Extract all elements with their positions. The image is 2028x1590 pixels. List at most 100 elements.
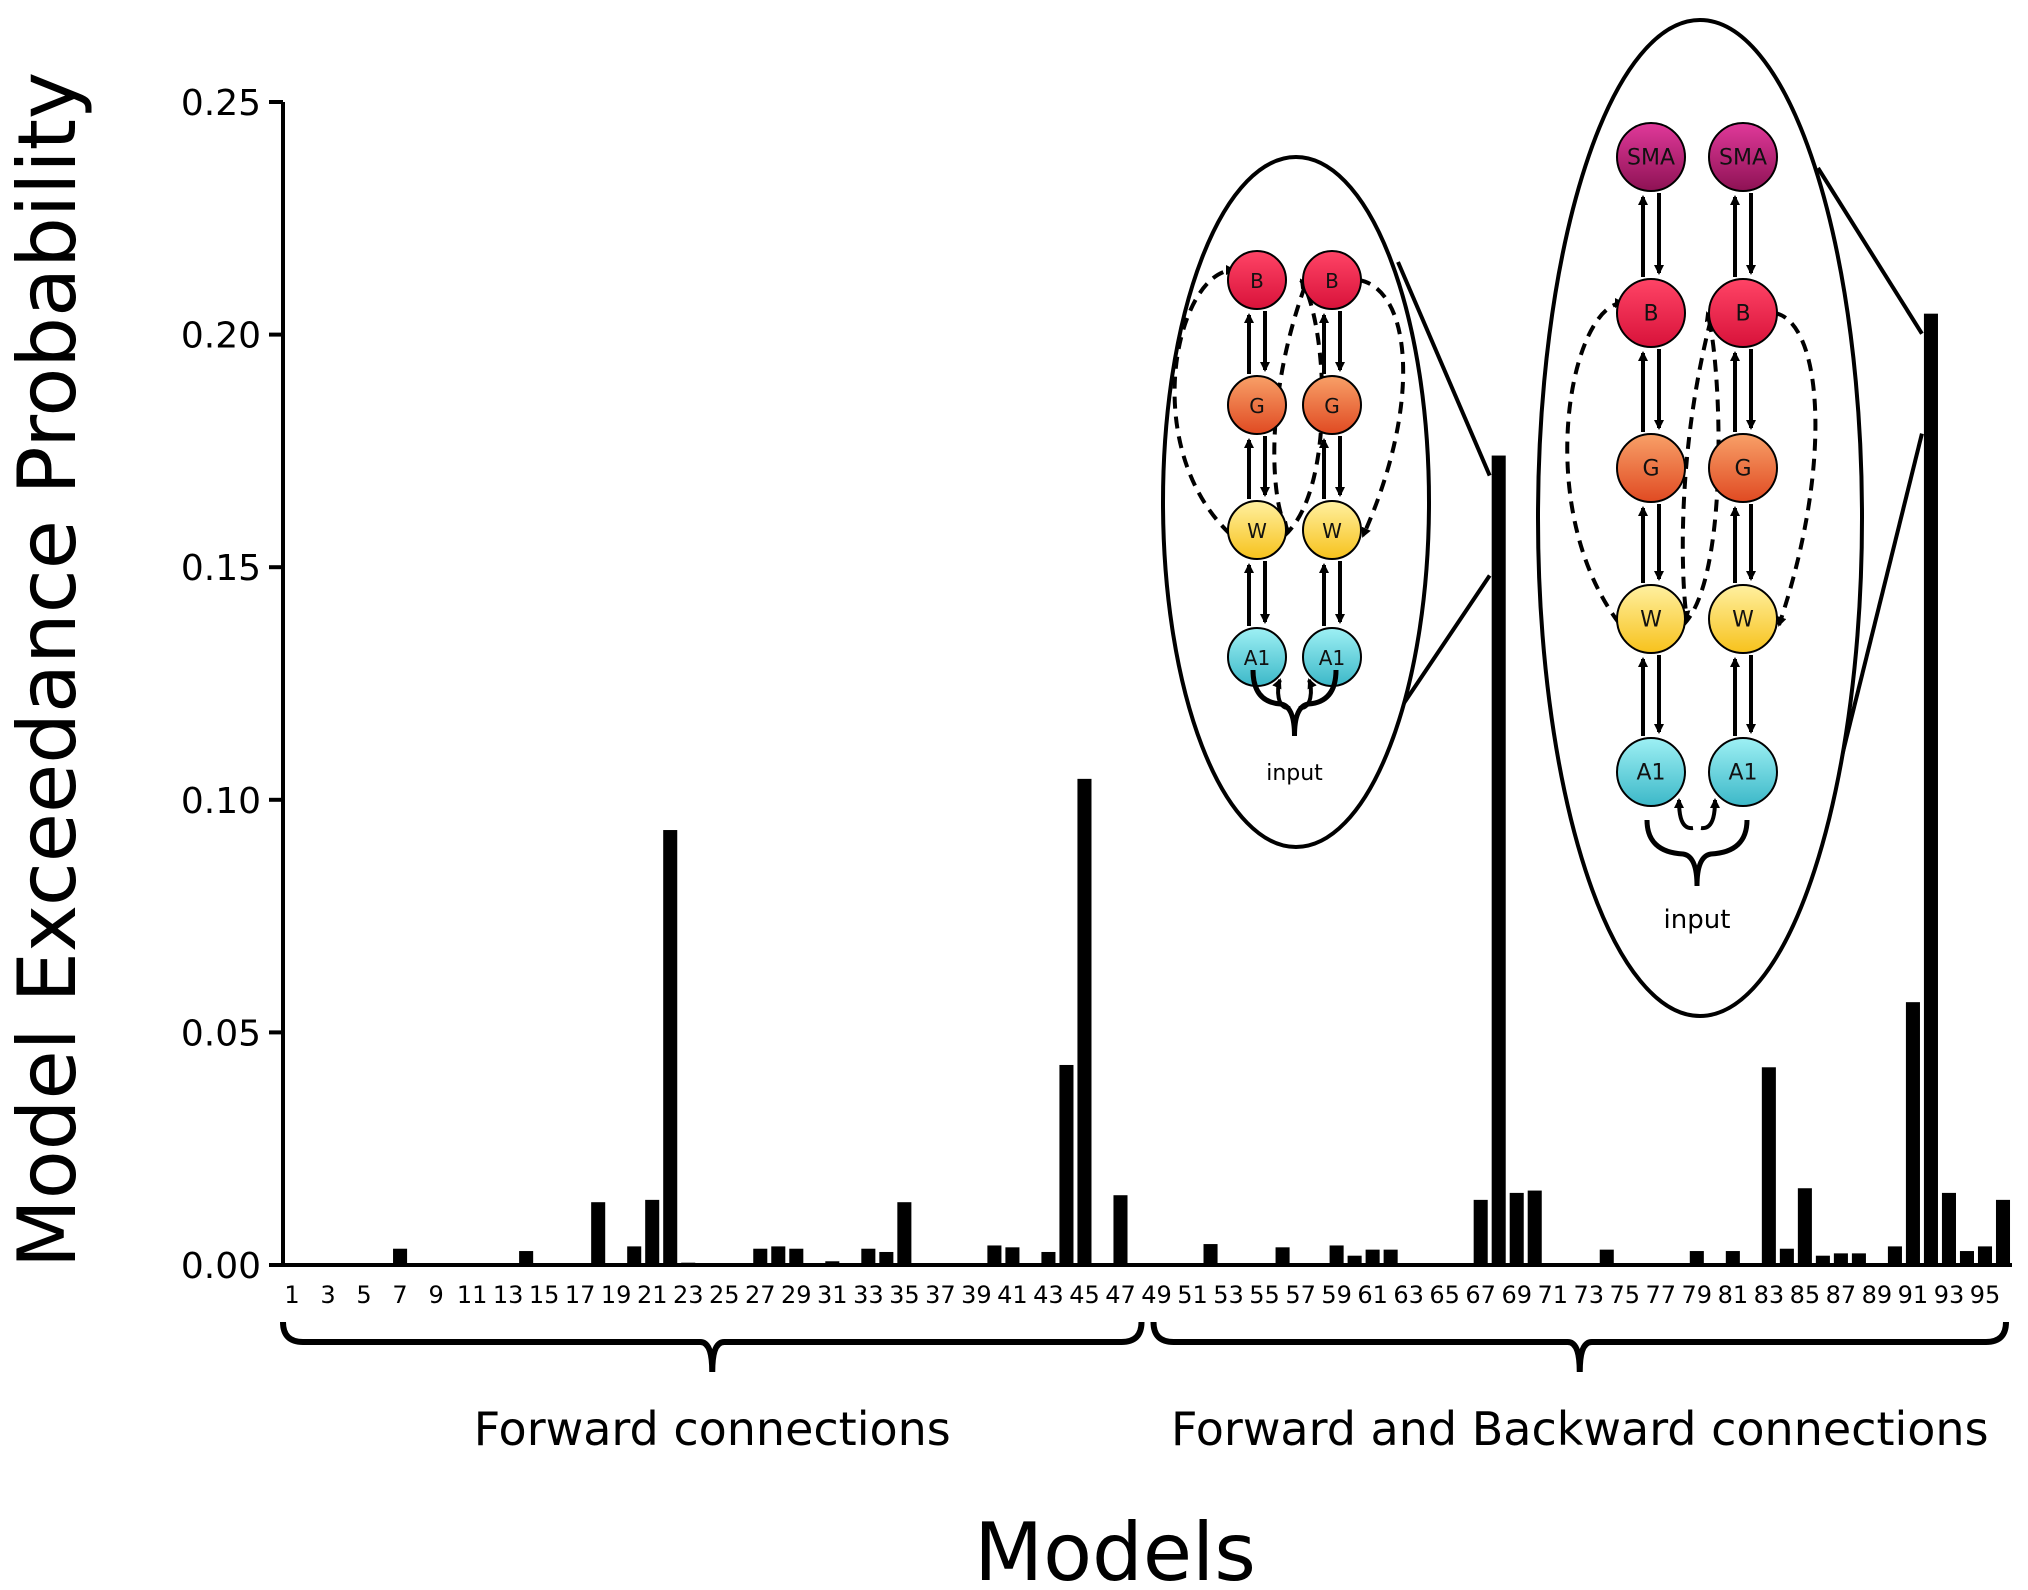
x-tick-label: 53	[1213, 1281, 1244, 1309]
bar	[1383, 1249, 1398, 1265]
node-b	[1616, 278, 1686, 348]
x-tick-label: 47	[1105, 1281, 1136, 1309]
bar	[1059, 1064, 1074, 1265]
x-tick-label: 37	[925, 1281, 956, 1309]
node-g	[1708, 433, 1778, 503]
bar	[861, 1248, 876, 1265]
node-g	[1616, 433, 1686, 503]
inset-ellipse	[1161, 155, 1431, 849]
x-tick-label: 81	[1718, 1281, 1749, 1309]
x-tick-label: 57	[1285, 1281, 1316, 1309]
x-tick-label: 91	[1898, 1281, 1929, 1309]
node-label: G	[1642, 457, 1659, 482]
node-label: B	[1250, 269, 1264, 293]
x-tick-label: 21	[637, 1281, 668, 1309]
x-tick-label: 89	[1862, 1281, 1893, 1309]
node-label: G	[1249, 394, 1265, 418]
x-tick-label: 1	[284, 1281, 299, 1309]
bar	[1599, 1249, 1614, 1265]
bar	[681, 1262, 696, 1265]
x-tick-label: 95	[1970, 1281, 2001, 1309]
x-tick-label: 65	[1429, 1281, 1460, 1309]
bar	[789, 1248, 804, 1265]
x-tick-label: 35	[889, 1281, 920, 1309]
inset-connector	[1396, 261, 1492, 477]
bar	[825, 1261, 840, 1265]
x-tick-label: 33	[853, 1281, 884, 1309]
x-tick-label: 83	[1754, 1281, 1785, 1309]
self-connection	[1674, 798, 1694, 831]
x-tick-label: 67	[1465, 1281, 1496, 1309]
x-tick-label: 45	[1069, 1281, 1100, 1309]
x-tick-label: 5	[356, 1281, 371, 1309]
bar	[1077, 778, 1092, 1265]
x-tick-label: 41	[997, 1281, 1028, 1309]
group-braces: Forward connections Forward and Backward …	[280, 1321, 2009, 1456]
bar	[879, 1251, 894, 1265]
x-tick-label: 87	[1826, 1281, 1857, 1309]
x-tick-label: 19	[601, 1281, 632, 1309]
bar	[645, 1199, 660, 1265]
x-tick-label: 29	[781, 1281, 812, 1309]
model-inset: B B G G W W A1 A1 input	[1161, 155, 1492, 849]
bar	[519, 1251, 534, 1265]
x-tick-label: 13	[493, 1281, 524, 1309]
axes: 0.00 0.05 0.10 0.15 0.20 0.25	[181, 83, 2012, 1287]
bar	[1815, 1255, 1830, 1265]
y-tick-label: 0.05	[181, 1013, 261, 1054]
inset-connector	[1816, 166, 1924, 335]
x-tick-label: 31	[817, 1281, 848, 1309]
bar	[1527, 1190, 1542, 1265]
group-label: Forward and Backward connections	[1171, 1402, 1989, 1456]
node-label: W	[1640, 608, 1662, 633]
input-label: input	[1266, 761, 1323, 786]
bar	[1491, 455, 1506, 1265]
x-tick-label: 43	[1033, 1281, 1064, 1309]
bar	[1995, 1199, 2011, 1265]
x-tick-label: 17	[565, 1281, 596, 1309]
lateral-connection	[1172, 265, 1236, 536]
x-tick-label: 69	[1501, 1281, 1532, 1309]
x-tick-label: 71	[1537, 1281, 1568, 1309]
bar	[1923, 313, 1938, 1265]
bar	[1203, 1244, 1218, 1265]
node-w	[1302, 500, 1362, 560]
bar	[1941, 1192, 1956, 1265]
x-tick-label: 93	[1934, 1281, 1965, 1309]
y-tick-label: 0.25	[181, 83, 261, 124]
bar	[1887, 1246, 1902, 1265]
x-tick-label: 7	[392, 1281, 407, 1309]
bar	[1761, 1067, 1776, 1265]
x-tick-label: 61	[1357, 1281, 1388, 1309]
input-brace	[1250, 669, 1339, 737]
bar	[1347, 1255, 1362, 1265]
bar	[1725, 1251, 1740, 1265]
bar	[393, 1248, 408, 1265]
x-tick-label: 27	[745, 1281, 776, 1309]
group-brace	[1150, 1321, 2009, 1373]
x-tick-label: 15	[529, 1281, 560, 1309]
y-tick-label: 0.10	[181, 781, 261, 822]
x-tick-label: 23	[673, 1281, 704, 1309]
node-g	[1227, 375, 1287, 435]
y-tick-label: 0.20	[181, 316, 261, 357]
bar	[1113, 1195, 1128, 1265]
bar	[1959, 1251, 1974, 1265]
inset-connector	[1834, 433, 1924, 781]
x-tick-label: 73	[1573, 1281, 1604, 1309]
bar	[1905, 1002, 1920, 1265]
x-tick-label: 3	[320, 1281, 335, 1309]
bar	[753, 1248, 768, 1265]
x-tick-label: 75	[1610, 1281, 1641, 1309]
node-label: SMA	[1719, 146, 1767, 171]
bar	[1329, 1245, 1344, 1265]
y-tick-label: 0.15	[181, 548, 261, 589]
model-inset: SMA SMA B B G G W W A1 A1 input	[1536, 18, 1924, 1018]
input-label: input	[1664, 905, 1731, 935]
x-tick-label: 9	[428, 1281, 443, 1309]
x-tick-label: 85	[1790, 1281, 1821, 1309]
node-label: A1	[1636, 761, 1665, 786]
bar	[1041, 1251, 1056, 1265]
node-label: A1	[1319, 646, 1345, 670]
node-a1	[1616, 737, 1686, 807]
